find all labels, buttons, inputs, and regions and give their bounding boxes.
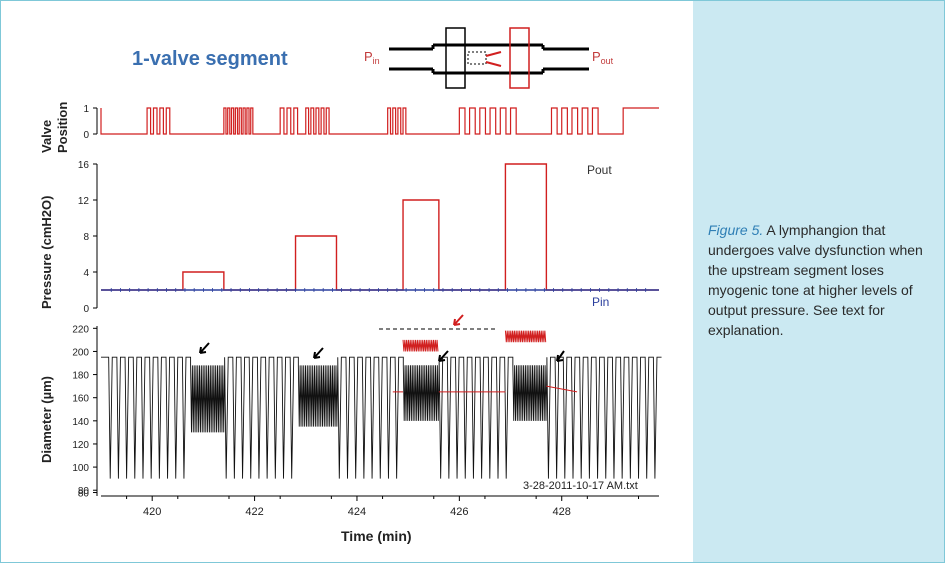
x-tick-label: 422 xyxy=(245,506,263,518)
valve-axis-label: Valve xyxy=(39,120,54,153)
valve-y-tick-label: 0 xyxy=(83,130,89,141)
arrow-icon xyxy=(556,350,565,362)
valve-y-tick-label: 1 xyxy=(83,104,89,115)
arrow-icon xyxy=(199,342,210,354)
valve-box xyxy=(467,51,487,65)
diameter-y-tick-label: 200 xyxy=(72,347,89,358)
figure-5-plot: 1-valve segment Pin Pout xyxy=(39,27,662,544)
pressure-y-tick-label: 12 xyxy=(78,196,90,207)
pressure-axis-label: Pressure (cmH2O) xyxy=(39,196,54,309)
figure-caption: Figure 5. A lymphangion that undergoes v… xyxy=(708,220,936,340)
x-tick-label: 428 xyxy=(553,506,571,518)
pin-legend: Pin xyxy=(592,295,609,309)
caption-label: Figure 5. xyxy=(708,222,764,238)
arrow-icon xyxy=(438,350,449,362)
file-label: 3-28-2011-10-17 AM.txt xyxy=(523,480,638,492)
traces xyxy=(100,107,662,479)
pressure-y-tick-label: 0 xyxy=(83,304,89,315)
x-axis-label: Time (min) xyxy=(341,528,412,544)
valve-position-trace xyxy=(100,107,659,135)
downstream-segment-box xyxy=(509,27,530,89)
diameter-y-tick-label: 120 xyxy=(72,440,89,451)
red-arrow-icon xyxy=(453,314,464,326)
diameter-trace-upstream xyxy=(392,330,578,393)
pressure-y-tick-label: 4 xyxy=(83,268,89,279)
pout-legend: Pout xyxy=(587,163,612,177)
segment-schematic: Pin Pout xyxy=(364,27,614,89)
diameter-y-tick-label: 80 xyxy=(78,489,90,500)
caption-text: A lymphangion that undergoes valve dysfu… xyxy=(708,222,923,338)
upstream-segment-box xyxy=(445,27,466,89)
arrow-icon xyxy=(313,347,324,359)
diameter-y-tick-label: 160 xyxy=(72,394,89,405)
segment-title: 1-valve segment xyxy=(132,48,288,70)
x-tick-label: 426 xyxy=(450,506,468,518)
diameter-axis-label: Diameter (µm) xyxy=(39,376,54,463)
x-tick-label: 420 xyxy=(143,506,161,518)
p-out-label: Pout xyxy=(592,49,614,66)
diameter-y-tick-label: 100 xyxy=(72,463,89,474)
valve-axis-label-2: Position xyxy=(55,102,70,153)
caption-sidebar xyxy=(693,1,944,562)
valve-leaflets-icon xyxy=(485,51,502,67)
x-tick-label: 424 xyxy=(348,506,366,518)
pressure-y-tick-label: 8 xyxy=(83,232,89,243)
pressure-y-tick-label: 16 xyxy=(78,160,90,171)
diameter-y-tick-label: 140 xyxy=(72,417,89,428)
diameter-trace-downstream xyxy=(101,356,662,479)
p-in-label: Pin xyxy=(364,49,380,66)
pout-series-line xyxy=(101,163,659,291)
annotation-arrows xyxy=(199,314,565,362)
diameter-y-tick-label: 180 xyxy=(72,371,89,382)
diameter-y-tick-label: 80 xyxy=(78,486,90,497)
diameter-y-tick-label: 220 xyxy=(72,324,89,335)
